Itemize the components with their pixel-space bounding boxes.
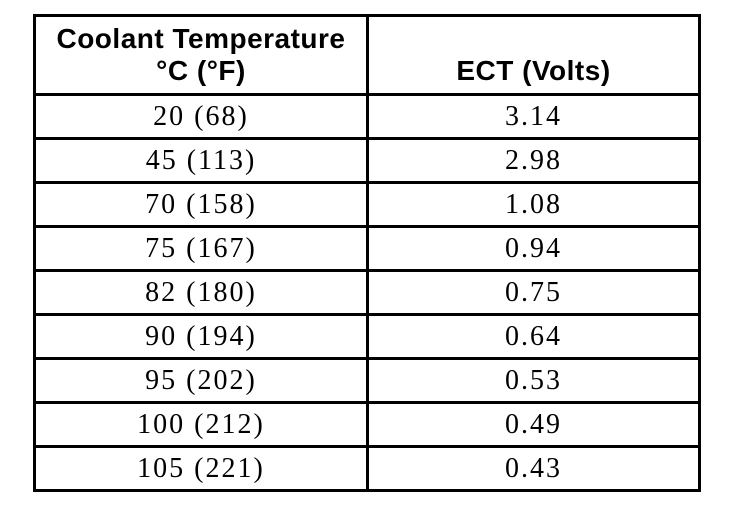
volts-cell: 2.98 (366, 137, 701, 184)
temp-cell: 105 (221) (33, 445, 369, 492)
table-row: 45 (113) 2.98 (33, 137, 701, 184)
header-cell-coolant-temperature: Coolant Temperature °C (°F) (33, 14, 369, 96)
volts-cell: 0.94 (366, 225, 701, 272)
volts-cell: 3.14 (366, 93, 701, 140)
volts-cell: 0.43 (366, 445, 701, 492)
volts-cell: 0.75 (366, 269, 701, 316)
header-row: Coolant Temperature °C (°F) ECT (Volts) (33, 14, 701, 96)
temp-cell: 45 (113) (33, 137, 369, 184)
table-row: 75 (167) 0.94 (33, 225, 701, 272)
table-row: 95 (202) 0.53 (33, 357, 701, 404)
table-row: 82 (180) 0.75 (33, 269, 701, 316)
volts-cell: 0.64 (366, 313, 701, 360)
temp-cell: 100 (212) (33, 401, 369, 448)
table-row: 105 (221) 0.43 (33, 445, 701, 492)
temp-cell: 82 (180) (33, 269, 369, 316)
volts-cell: 0.53 (366, 357, 701, 404)
volts-cell: 1.08 (366, 181, 701, 228)
header-cell-ect-volts: ECT (Volts) (366, 14, 701, 96)
coolant-ect-table-container: Coolant Temperature °C (°F) ECT (Volts) … (33, 14, 701, 492)
table-row: 70 (158) 1.08 (33, 181, 701, 228)
volts-cell: 0.49 (366, 401, 701, 448)
temp-cell: 70 (158) (33, 181, 369, 228)
header-coolant-temperature-line1: Coolant Temperature (56, 23, 346, 54)
table-row: 90 (194) 0.64 (33, 313, 701, 360)
header-ect-volts-label: ECT (Volts) (456, 55, 611, 86)
table-body: 20 (68) 3.14 45 (113) 2.98 70 (158) 1.08… (33, 93, 701, 492)
temp-cell: 75 (167) (33, 225, 369, 272)
table-header: Coolant Temperature °C (°F) ECT (Volts) (33, 14, 701, 96)
temp-cell: 95 (202) (33, 357, 369, 404)
coolant-ect-table: Coolant Temperature °C (°F) ECT (Volts) … (33, 14, 701, 492)
header-coolant-temperature-line2: °C (°F) (156, 55, 246, 86)
table-row: 100 (212) 0.49 (33, 401, 701, 448)
temp-cell: 20 (68) (33, 93, 369, 140)
temp-cell: 90 (194) (33, 313, 369, 360)
table-row: 20 (68) 3.14 (33, 93, 701, 140)
